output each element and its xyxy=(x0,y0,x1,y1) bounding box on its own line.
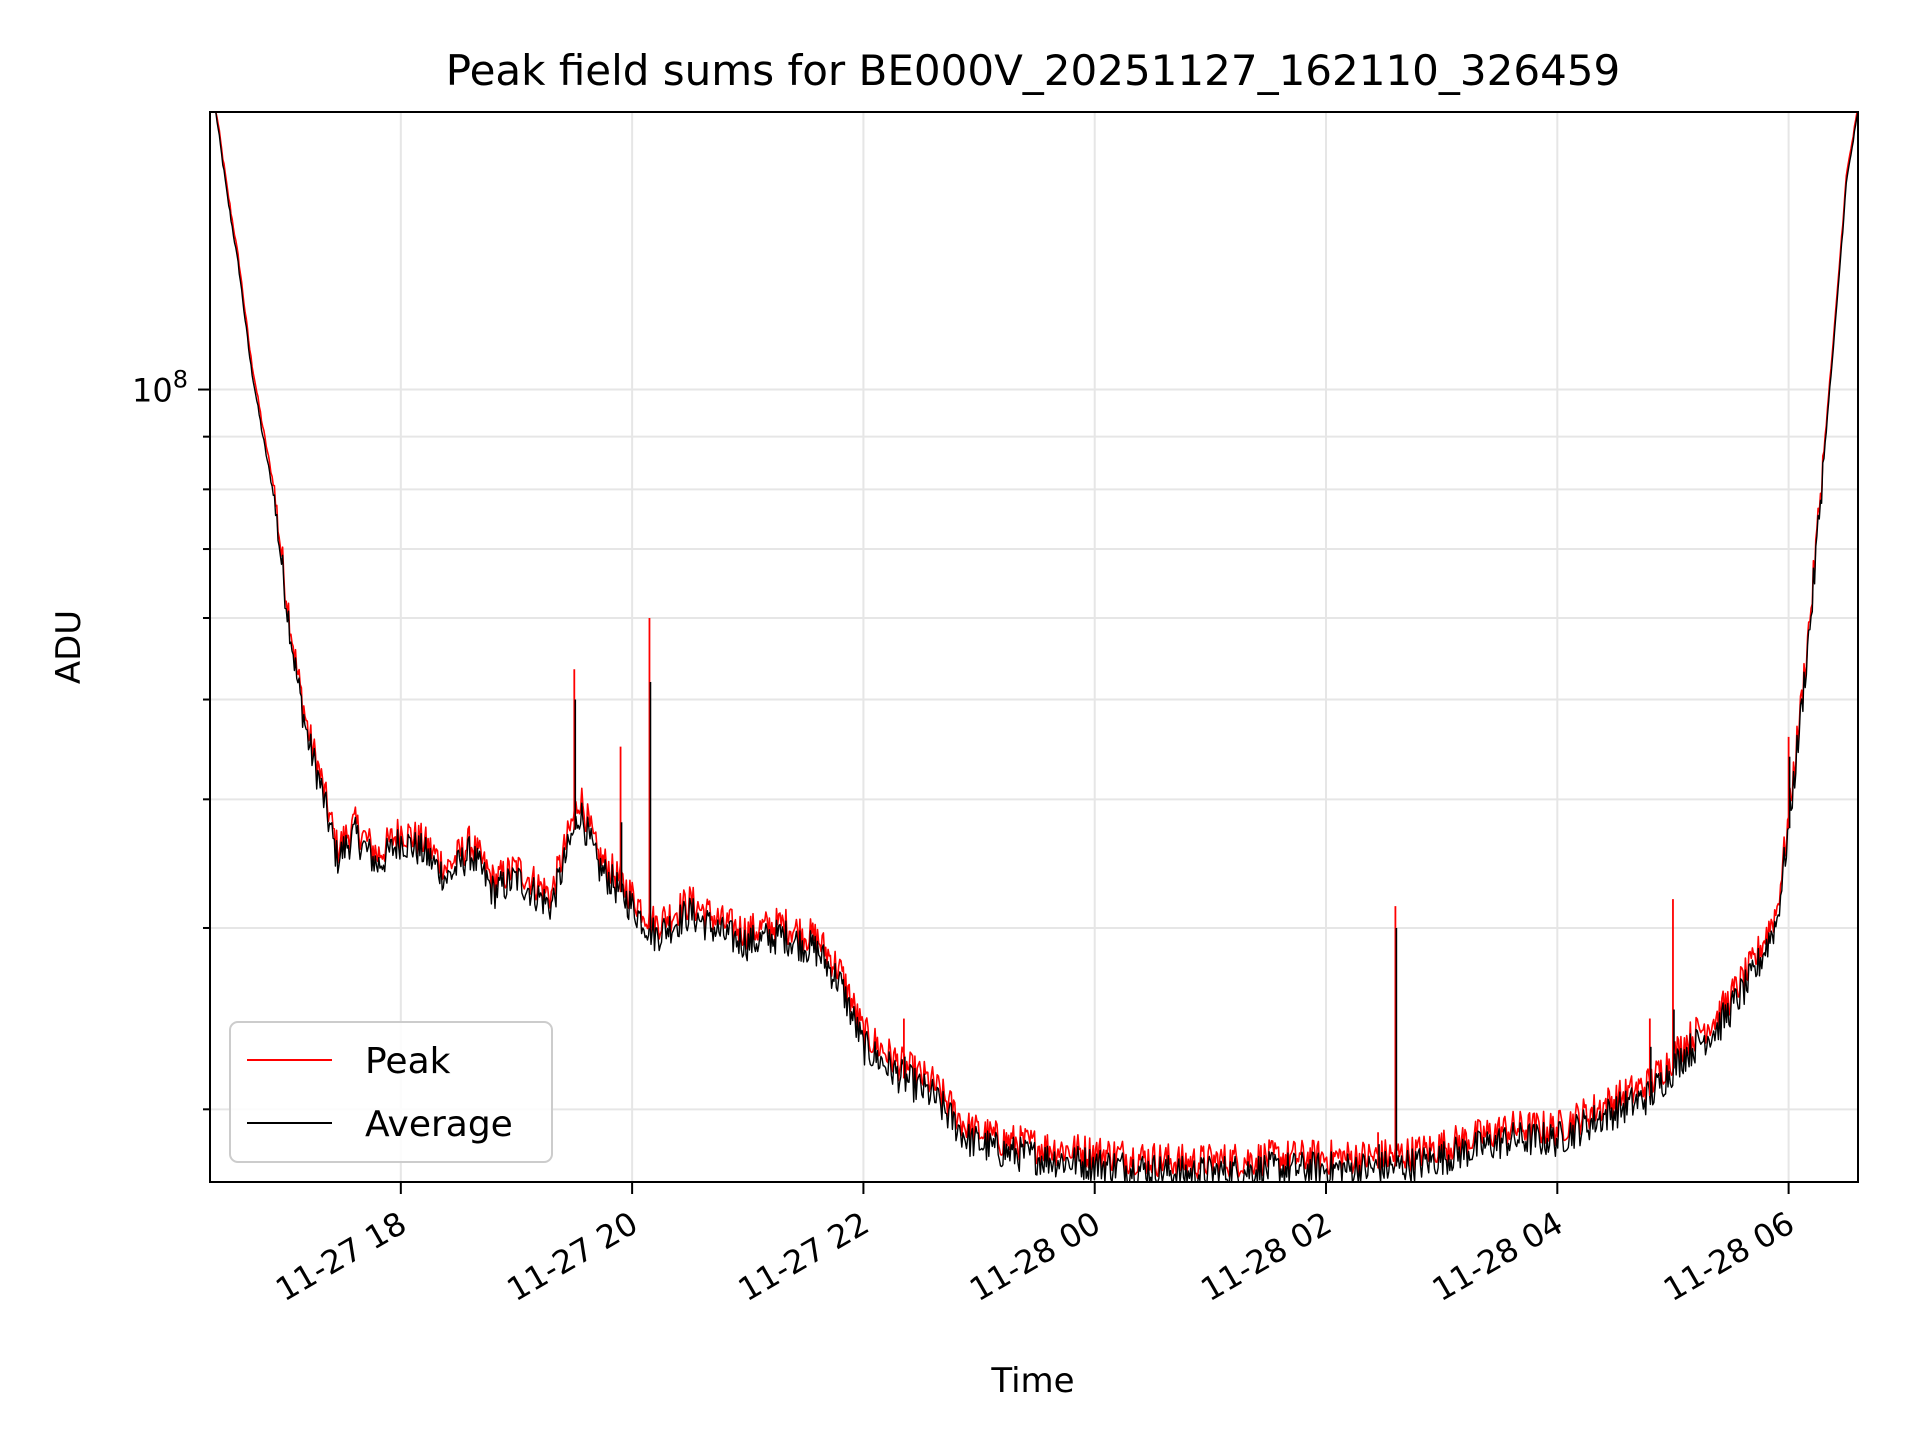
y-tick-label-exponent: 8 xyxy=(173,366,188,394)
plot-area xyxy=(209,111,1859,1183)
legend-average-label: Average xyxy=(365,1104,513,1145)
axes-background xyxy=(210,112,1858,1182)
grid-lines xyxy=(210,112,1858,1182)
axes-frame xyxy=(209,111,1859,1183)
y-tick-label-base: 10 xyxy=(132,372,173,410)
legend-peak-label: Peak xyxy=(365,1041,451,1082)
series-line-average xyxy=(215,111,1859,1183)
y-axis-label: ADU xyxy=(49,610,89,684)
legend: Peak Average xyxy=(229,1021,553,1163)
x-axis-label: Time xyxy=(990,1361,1074,1401)
data-series xyxy=(215,111,1859,1183)
y-tick-label: 108 xyxy=(132,366,188,410)
series-line-peak xyxy=(215,111,1859,1180)
chart-title: Peak field sums for BE000V_20251127_1621… xyxy=(446,46,1620,95)
legend-box xyxy=(229,1021,553,1163)
y-axis: 108 xyxy=(132,366,210,1111)
